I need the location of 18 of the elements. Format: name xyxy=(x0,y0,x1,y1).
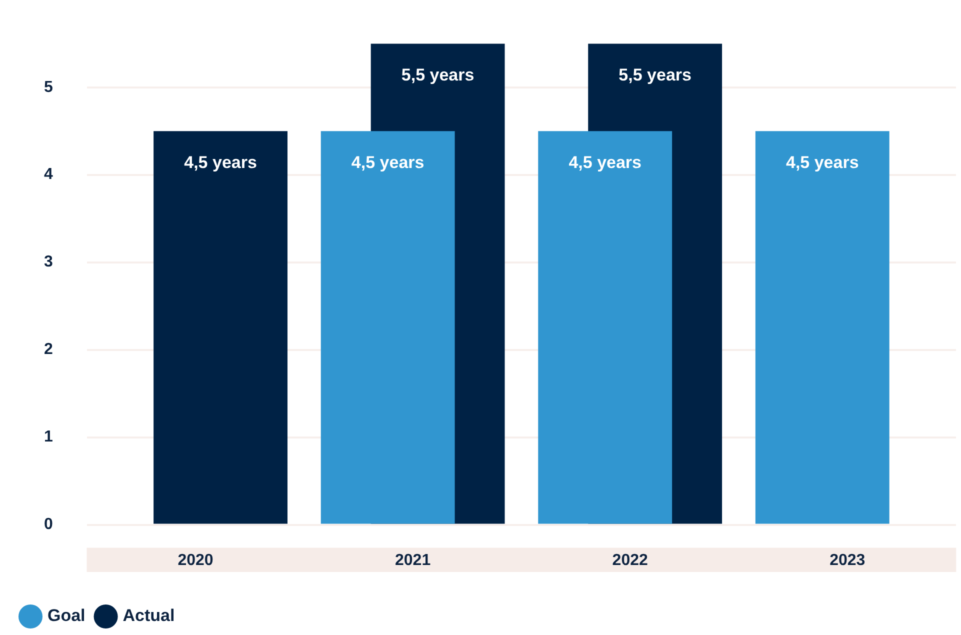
x-tick-label: 2020 xyxy=(178,552,214,569)
data-label: 4,5 years xyxy=(568,152,642,172)
x-tick-label: 2021 xyxy=(395,552,431,569)
y-tick-label: 0 xyxy=(44,516,53,534)
x-tick-label: 2022 xyxy=(612,552,648,569)
data-label: 5,5 years xyxy=(401,65,474,84)
y-tick-label: 3 xyxy=(44,254,53,271)
y-tick-label: 2 xyxy=(44,341,53,358)
y-tick-label: 4 xyxy=(44,166,53,184)
legend-label: Actual xyxy=(122,606,175,626)
data-label: 4,5 years xyxy=(786,152,859,172)
y-tick-label: 1 xyxy=(44,428,53,446)
x-tick-label: 2023 xyxy=(830,552,866,569)
legend-label: Goal xyxy=(48,606,86,626)
data-label: 4,5 years xyxy=(184,152,257,172)
data-label: 5,5 years xyxy=(618,65,692,84)
data-label: 4,5 years xyxy=(351,152,424,172)
y-tick-label: 5 xyxy=(44,78,53,96)
